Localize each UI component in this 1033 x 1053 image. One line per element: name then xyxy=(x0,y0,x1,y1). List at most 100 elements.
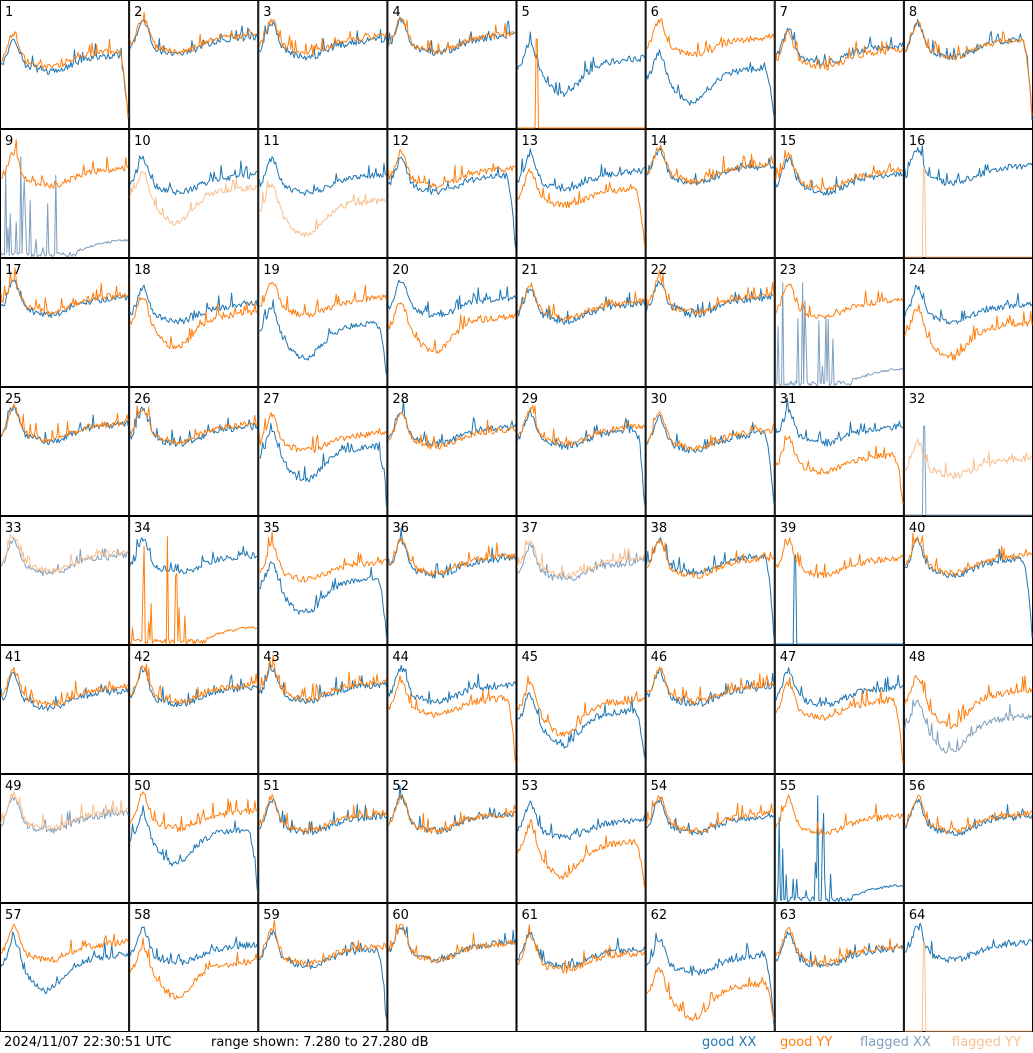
tile-60-yy-trace xyxy=(387,923,516,964)
tile-border xyxy=(129,903,259,1032)
tile-21-yy-trace xyxy=(517,282,645,322)
tile-label: 58 xyxy=(134,908,151,923)
tile-7-xx-trace xyxy=(775,27,904,67)
tile-39-xx-trace xyxy=(775,554,903,645)
tile-border xyxy=(387,645,517,774)
tile-16: 16 xyxy=(903,129,1033,258)
tile-border xyxy=(0,387,130,516)
tile-label: 15 xyxy=(780,134,797,149)
tile-6-xx-trace xyxy=(646,49,775,117)
tile-border xyxy=(774,774,904,903)
tile-label: 60 xyxy=(392,908,409,923)
tile-label: 50 xyxy=(134,779,151,794)
tile-50: 50 xyxy=(129,774,259,903)
tile-39-yy-trace xyxy=(775,537,904,579)
tile-13-yy-trace xyxy=(517,168,646,247)
tile-label: 33 xyxy=(5,521,22,536)
tile-border xyxy=(645,129,775,258)
tile-63-xx-trace xyxy=(775,931,904,969)
tile-19-xx-trace xyxy=(259,299,387,376)
tile-border xyxy=(774,387,904,516)
tile-62-yy-trace xyxy=(646,966,775,1021)
tile-13-xx-trace xyxy=(517,148,645,192)
tile-border xyxy=(774,903,904,1032)
tile-57-yy-trace xyxy=(0,923,129,963)
tile-label: 64 xyxy=(909,908,926,923)
tile-54-yy-trace xyxy=(646,795,775,835)
tile-63-yy-trace xyxy=(775,927,904,968)
tile-15: 15 xyxy=(774,129,904,258)
tile-42-xx-trace xyxy=(129,666,258,708)
tile-62: 62 xyxy=(645,903,775,1032)
tile-label: 45 xyxy=(522,650,539,665)
tile-41-yy-trace xyxy=(0,666,129,708)
tile-18-yy-trace xyxy=(129,296,258,350)
tile-border xyxy=(645,645,775,774)
tile-26-yy-trace xyxy=(129,405,258,445)
tile-56-xx-trace xyxy=(904,798,1033,836)
tile-label: 39 xyxy=(780,521,797,536)
tile-label: 4 xyxy=(392,5,400,20)
tile-44-yy-trace xyxy=(387,675,516,764)
tile-6-yy-trace xyxy=(646,18,775,58)
tile-7: 7 xyxy=(774,0,904,129)
tile-20: 20 xyxy=(387,258,517,387)
tile-15-yy-trace xyxy=(775,149,904,192)
tile-label: 57 xyxy=(5,908,22,923)
tile-border xyxy=(387,0,517,129)
tile-25-yy-trace xyxy=(0,403,129,443)
tile-14: 14 xyxy=(645,129,775,258)
tile-32-yy-trace xyxy=(904,438,1033,480)
tile-16-xx-trace xyxy=(904,145,1033,186)
tile-24-xx-trace xyxy=(904,284,1033,325)
tile-label: 18 xyxy=(134,263,151,278)
tile-34: 34 xyxy=(129,516,259,645)
tile-label: 20 xyxy=(392,263,409,278)
tile-57-xx-trace xyxy=(0,931,129,994)
tile-label: 17 xyxy=(5,263,22,278)
tile-border xyxy=(774,129,904,258)
tile-label: 27 xyxy=(263,392,280,407)
tile-border xyxy=(129,516,259,645)
tile-label: 21 xyxy=(522,263,539,278)
tile-60: 60 xyxy=(387,903,517,1032)
tile-label: 59 xyxy=(263,908,280,923)
tile-label: 22 xyxy=(651,263,668,278)
tile-border xyxy=(0,258,130,387)
tile-11-yy-trace xyxy=(258,180,387,238)
tile-42: 42 xyxy=(129,645,259,774)
tile-border xyxy=(516,645,646,774)
tile-37-xx-trace xyxy=(517,542,646,582)
tile-border xyxy=(258,645,388,774)
tile-64-xx-trace xyxy=(904,922,1033,963)
tile-label: 48 xyxy=(909,650,926,665)
footer-bar: 2024/11/07 22:30:51 UTC range shown: 7.2… xyxy=(0,1032,1033,1053)
tile-51: 51 xyxy=(258,774,388,903)
tile-36-yy-trace xyxy=(387,537,516,577)
tile-16-yy-trace xyxy=(904,167,1032,258)
tile-53-yy-trace xyxy=(517,819,646,889)
tile-2: 2 xyxy=(129,0,259,129)
tile-58-xx-trace xyxy=(129,926,258,966)
tile-border xyxy=(129,129,259,258)
tile-border xyxy=(0,774,130,903)
tile-49: 49 xyxy=(0,774,130,903)
tile-29-yy-trace xyxy=(517,405,646,448)
tile-label: 1 xyxy=(5,5,13,20)
tile-44: 44 xyxy=(387,645,517,774)
tile-33-xx-trace xyxy=(0,536,129,576)
tile-label: 24 xyxy=(909,263,926,278)
tile-border xyxy=(903,0,1033,129)
legend-flagged-yy: flagged YY xyxy=(952,1035,1021,1050)
tile-4-xx-trace xyxy=(387,16,516,56)
tile-64: 64 xyxy=(903,903,1033,1032)
tile-41-xx-trace xyxy=(0,671,129,712)
tile-34-xx-trace xyxy=(129,537,258,575)
tile-border xyxy=(258,903,388,1032)
tile-34-yy-trace xyxy=(129,536,258,645)
tile-border xyxy=(0,645,130,774)
tile-29: 29 xyxy=(516,387,646,516)
tile-label: 8 xyxy=(909,5,917,20)
tile-23-xx-trace xyxy=(775,282,904,387)
tile-38-xx-trace xyxy=(646,537,775,638)
